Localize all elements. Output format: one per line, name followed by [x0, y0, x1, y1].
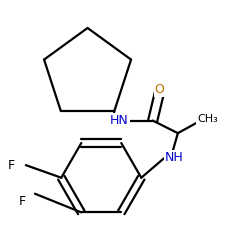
Text: HN: HN	[110, 114, 128, 127]
Text: CH₃: CH₃	[196, 114, 217, 124]
Text: F: F	[7, 159, 14, 172]
Text: F: F	[19, 195, 26, 208]
Text: NH: NH	[164, 151, 183, 164]
Text: O: O	[154, 83, 164, 96]
